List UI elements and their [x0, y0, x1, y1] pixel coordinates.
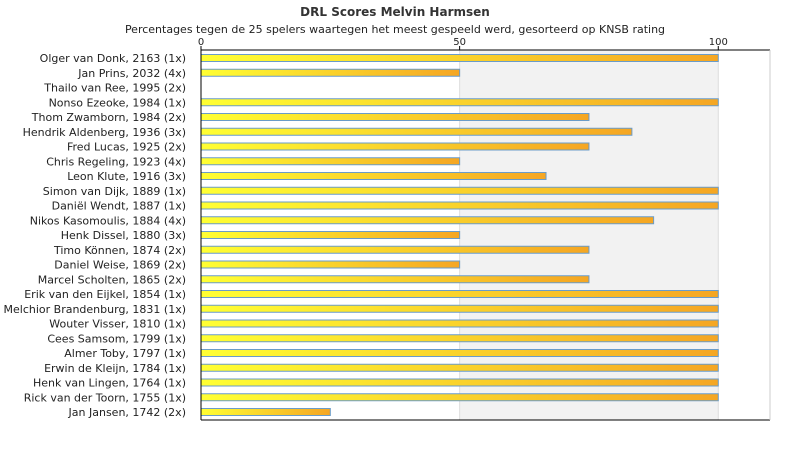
bar — [200, 231, 461, 239]
category-label: Hendrik Aldenberg, 1936 (3x) — [23, 126, 186, 139]
category-label: Jan Jansen, 1742 (2x) — [68, 406, 186, 419]
bar — [200, 142, 590, 151]
category-label: Nonso Ezeoke, 1984 (1x) — [49, 96, 186, 109]
x-tick-label: 0 — [198, 37, 204, 48]
category-label: Fred Lucas, 1925 (2x) — [67, 141, 186, 154]
x-axis-ticks: 0 50 100 — [198, 37, 728, 50]
plot-band — [459, 50, 719, 420]
category-labels: Olger van Donk, 2163 (1x) Jan Prins, 2032… — [4, 52, 186, 419]
plot-background-bands — [459, 50, 719, 420]
bar — [200, 319, 719, 328]
bar — [200, 54, 719, 62]
category-label: Thailo van Ree, 1995 (2x) — [43, 82, 186, 95]
category-label: Simon van Dijk, 1889 (1x) — [43, 185, 186, 198]
bar — [200, 349, 719, 357]
category-label: Nikos Kasomoulis, 1884 (4x) — [30, 214, 186, 227]
x-tick-label: 100 — [709, 37, 728, 48]
bar — [200, 127, 633, 136]
bar — [200, 68, 461, 77]
category-label: Marcel Scholten, 1865 (2x) — [38, 273, 186, 286]
category-label: Erik van den Eijkel, 1854 (1x) — [24, 288, 186, 301]
bar — [200, 201, 719, 210]
category-label: Cees Samsom, 1799 (1x) — [47, 332, 186, 345]
category-label: Daniel Weise, 1869 (2x) — [54, 259, 186, 272]
category-label: Henk Dissel, 1880 (3x) — [61, 229, 186, 242]
category-label: Thom Zwamborn, 1984 (2x) — [31, 111, 186, 124]
category-label: Henk van Lingen, 1764 (1x) — [33, 377, 186, 390]
chart-subtitle: Percentages tegen de 25 spelers waartege… — [125, 23, 665, 36]
bars — [200, 54, 719, 416]
category-label: Erwin de Kleijn, 1784 (1x) — [44, 362, 186, 375]
bar — [200, 378, 719, 387]
category-label: Leon Klute, 1916 (3x) — [67, 170, 186, 183]
category-label: Almer Toby, 1797 (1x) — [64, 347, 186, 360]
bar — [200, 334, 719, 343]
x-tick-label: 50 — [453, 37, 466, 48]
category-label: Chris Regeling, 1923 (4x) — [46, 155, 186, 168]
category-label: Daniël Wendt, 1887 (1x) — [52, 200, 186, 213]
category-label: Jan Prins, 2032 (4x) — [77, 67, 186, 80]
bar — [200, 408, 331, 416]
chart-title: DRL Scores Melvin Harmsen — [300, 5, 490, 19]
bar — [200, 98, 719, 107]
bar — [200, 290, 719, 298]
bar — [200, 393, 719, 402]
bar — [200, 245, 590, 254]
bar — [200, 157, 461, 166]
bar — [200, 260, 461, 269]
bar — [200, 113, 590, 121]
category-label: Timo Können, 1874 (2x) — [53, 244, 186, 257]
axes — [200, 49, 771, 421]
category-label: Wouter Visser, 1810 (1x) — [49, 318, 186, 331]
bar — [200, 275, 590, 284]
bar — [200, 186, 719, 195]
category-label: Olger van Donk, 2163 (1x) — [40, 52, 186, 65]
bar — [200, 304, 719, 313]
category-label: Melchior Brandenburg, 1831 (1x) — [4, 303, 186, 316]
category-label: Rick van der Toorn, 1755 (1x) — [24, 391, 186, 404]
bar — [200, 363, 719, 372]
bar — [200, 172, 547, 180]
bar — [200, 216, 655, 225]
